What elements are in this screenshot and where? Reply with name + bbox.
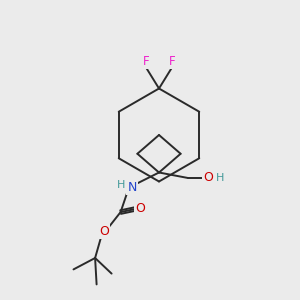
Text: H: H: [116, 180, 125, 190]
Text: O: O: [135, 202, 145, 215]
Text: O: O: [99, 225, 109, 238]
Text: H: H: [216, 173, 225, 184]
Text: F: F: [169, 55, 175, 68]
Text: N: N: [127, 181, 137, 194]
Text: F: F: [142, 55, 149, 68]
Text: O: O: [203, 171, 213, 184]
